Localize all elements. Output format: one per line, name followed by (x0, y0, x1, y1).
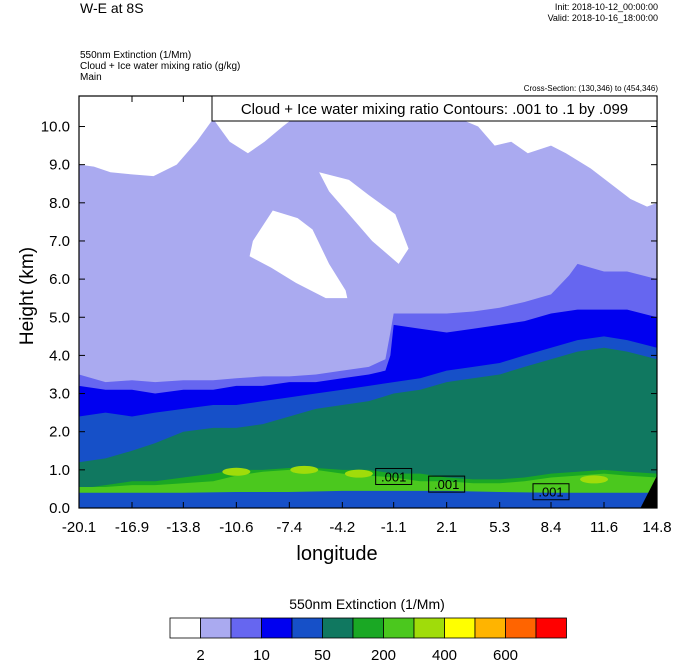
variable-2-label: Cloud + Ice water mixing ratio (g/kg) (80, 61, 241, 72)
y-tick-label: 3.0 (49, 386, 70, 403)
extinction-layer-7 (79, 490, 657, 508)
init-time: Init: 2018-10-12_00:00:00 (554, 2, 658, 12)
extinction-hotspot-2 (344, 469, 373, 478)
x-tick-label: -4.2 (329, 519, 355, 536)
terrain (640, 475, 657, 508)
colorbar-label: 600 (493, 647, 518, 664)
low-extinction-region-2 (249, 210, 348, 299)
y-tick-label: 9.0 (49, 157, 70, 174)
x-tick-label: 8.4 (541, 519, 562, 536)
y-tick-label: 2.0 (49, 424, 70, 441)
extinction-hotspot-3 (580, 475, 609, 484)
extinction-hotspot-0 (222, 467, 251, 476)
colorbar-swatch-10 (474, 617, 506, 639)
colorbar-label: 10 (253, 647, 270, 664)
y-tick-label: 5.0 (49, 309, 70, 326)
colorbar-swatch-6 (352, 617, 384, 639)
x-tick-label: -7.4 (276, 519, 302, 536)
y-tick-label: 10.0 (41, 119, 70, 136)
colorbar-swatch-4 (291, 617, 323, 639)
svg-text:Cloud + Ice water mixing ratio: Cloud + Ice water mixing ratio Contours:… (241, 101, 628, 118)
colorbar-swatch-12 (535, 617, 567, 639)
x-tick-label: -13.8 (166, 519, 200, 536)
extinction-layer-4 (79, 347, 657, 508)
colorbar-label: 400 (432, 647, 457, 664)
colorbar-swatch-11 (505, 617, 537, 639)
variable-1-label: 550nm Extinction (1/Mm) (80, 50, 192, 61)
colorbar-swatch-1 (200, 617, 232, 639)
y-tick-label: 6.0 (49, 271, 70, 288)
x-axis-label: longitude (296, 543, 378, 565)
colorbar-swatch-3 (261, 617, 293, 639)
svg-text:.001: .001 (434, 477, 459, 492)
colorbar-swatch-5 (322, 617, 354, 639)
colorbar-swatch-7 (383, 617, 415, 639)
colorbar-swatch-2 (230, 617, 262, 639)
y-tick-label: 1.0 (49, 462, 70, 479)
x-tick-label: -10.6 (219, 519, 253, 536)
extinction-hotspot-1 (290, 465, 319, 474)
colorbar-swatch-8 (413, 617, 445, 639)
low-extinction-region-3 (319, 172, 409, 264)
chart-title: W-E at 8S (80, 0, 144, 16)
colorbar-label: 50 (314, 647, 331, 664)
valid-time: Valid: 2018-10-16_18:00:00 (547, 13, 658, 23)
y-tick-label: 7.0 (49, 233, 70, 250)
x-tick-label: -16.9 (115, 519, 149, 536)
x-tick-label: 14.8 (642, 519, 671, 536)
low-extinction-region-0 (79, 96, 230, 177)
svg-text:.001: .001 (381, 469, 406, 484)
low-extinction-region-4 (436, 96, 657, 207)
svg-text:.001: .001 (538, 485, 563, 500)
variable-3-label: Main (80, 72, 102, 83)
colorbar-label: 200 (371, 647, 396, 664)
x-tick-label: 5.3 (489, 519, 510, 536)
y-tick-label: 4.0 (49, 347, 70, 364)
x-tick-label: -1.1 (381, 519, 407, 536)
colorbar-title: 550nm Extinction (1/Mm) (289, 596, 445, 612)
x-tick-label: 11.6 (590, 519, 618, 536)
contour-label-1: .001 (428, 475, 466, 493)
x-tick-label: -20.1 (62, 519, 96, 536)
contour-label-2: .001 (532, 483, 570, 501)
y-tick-label: 8.0 (49, 195, 70, 212)
contour-label-0: .001 (375, 467, 413, 485)
y-tick-label: 0.0 (49, 500, 70, 517)
colorbar-swatch-0 (169, 617, 201, 639)
colorbar-swatch-9 (444, 617, 476, 639)
x-tick-label: 2.1 (436, 519, 457, 536)
cross-section-label: Cross-Section: (130,346) to (454,346) (523, 84, 658, 93)
colorbar-label: 2 (196, 647, 204, 664)
contour-info-box: Cloud + Ice water mixing ratio Contours:… (211, 95, 658, 122)
